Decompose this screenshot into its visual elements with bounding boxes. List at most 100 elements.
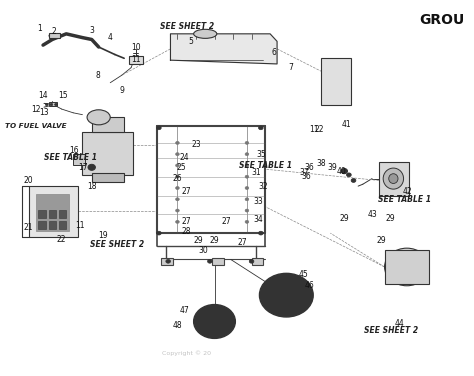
Circle shape <box>245 186 249 190</box>
Bar <box>91 173 124 182</box>
Circle shape <box>259 273 313 317</box>
Circle shape <box>346 173 351 177</box>
Circle shape <box>166 259 171 263</box>
Circle shape <box>88 164 95 170</box>
Text: 11: 11 <box>131 55 140 64</box>
Text: 34: 34 <box>254 215 264 224</box>
Text: 11: 11 <box>75 221 85 230</box>
Bar <box>82 132 133 175</box>
Circle shape <box>245 209 249 212</box>
Text: 19: 19 <box>99 230 108 240</box>
Ellipse shape <box>194 29 217 38</box>
Text: 22: 22 <box>57 235 66 244</box>
Text: SEE SHEET 2: SEE SHEET 2 <box>160 22 214 31</box>
Ellipse shape <box>392 254 422 280</box>
Text: 4: 4 <box>108 33 113 42</box>
Circle shape <box>208 259 212 263</box>
Circle shape <box>258 231 263 235</box>
Bar <box>49 221 56 229</box>
Text: 30: 30 <box>198 246 208 255</box>
Text: 42: 42 <box>402 187 412 196</box>
Bar <box>29 186 78 237</box>
Text: 16: 16 <box>69 146 78 155</box>
Text: SEE SHEET 2: SEE SHEET 2 <box>90 240 144 249</box>
Bar <box>36 194 69 231</box>
Circle shape <box>245 175 249 178</box>
Circle shape <box>175 141 179 144</box>
Text: SEE TABLE 1: SEE TABLE 1 <box>239 161 292 170</box>
Circle shape <box>245 164 249 167</box>
Text: 29: 29 <box>193 236 203 245</box>
Circle shape <box>175 220 179 223</box>
Text: SEE TABLE 1: SEE TABLE 1 <box>378 195 431 204</box>
Circle shape <box>210 318 219 325</box>
Circle shape <box>50 103 53 106</box>
Circle shape <box>249 259 254 263</box>
Text: 28: 28 <box>182 227 191 236</box>
Text: 29: 29 <box>339 214 349 223</box>
Text: 41: 41 <box>341 120 351 129</box>
Text: 21: 21 <box>24 223 33 232</box>
Text: 44: 44 <box>395 319 405 328</box>
Circle shape <box>175 164 179 167</box>
Text: 14: 14 <box>38 91 47 100</box>
Circle shape <box>156 126 161 130</box>
Circle shape <box>245 220 249 223</box>
Circle shape <box>258 126 263 130</box>
Circle shape <box>245 153 249 156</box>
Text: 15: 15 <box>58 91 68 100</box>
Text: 35: 35 <box>256 150 266 159</box>
Text: 5: 5 <box>188 37 193 46</box>
Text: 20: 20 <box>23 176 33 185</box>
Text: 39: 39 <box>328 163 337 172</box>
Text: 38: 38 <box>316 159 326 168</box>
Bar <box>38 210 46 218</box>
Circle shape <box>351 179 356 182</box>
Text: 26: 26 <box>173 174 182 183</box>
Bar <box>38 221 46 229</box>
Bar <box>379 162 409 196</box>
Text: 33: 33 <box>254 197 264 206</box>
Text: 32: 32 <box>258 182 268 191</box>
Circle shape <box>245 141 249 144</box>
Circle shape <box>279 290 293 301</box>
Text: TO FUEL VALVE: TO FUEL VALVE <box>5 123 67 129</box>
Bar <box>49 102 57 106</box>
Bar <box>49 210 56 218</box>
Text: Copyright © 20: Copyright © 20 <box>162 350 211 356</box>
Bar <box>73 154 85 165</box>
Text: 10: 10 <box>131 42 140 52</box>
Bar <box>384 250 428 284</box>
Text: 37: 37 <box>299 168 309 177</box>
Bar <box>59 210 66 218</box>
Circle shape <box>156 231 161 235</box>
Text: 12: 12 <box>31 105 41 114</box>
Text: 18: 18 <box>87 182 96 191</box>
Circle shape <box>175 186 179 190</box>
Text: 17: 17 <box>79 163 88 172</box>
Text: 22: 22 <box>314 125 324 134</box>
Text: 11: 11 <box>310 125 319 134</box>
Bar <box>49 33 60 38</box>
Ellipse shape <box>87 110 110 125</box>
Text: 25: 25 <box>176 163 186 172</box>
Text: 27: 27 <box>221 217 231 226</box>
Ellipse shape <box>384 248 429 286</box>
Text: 8: 8 <box>95 71 100 80</box>
Text: 29: 29 <box>376 236 386 245</box>
Text: 36: 36 <box>305 163 314 172</box>
Bar <box>59 221 66 229</box>
Bar <box>91 117 124 132</box>
Text: 27: 27 <box>182 187 191 196</box>
Circle shape <box>194 305 236 338</box>
Text: SEE SHEET 2: SEE SHEET 2 <box>364 326 418 335</box>
Text: 23: 23 <box>191 140 201 149</box>
Text: 40: 40 <box>337 167 347 176</box>
Bar <box>156 126 265 233</box>
Text: SEE TABLE 1: SEE TABLE 1 <box>45 153 97 162</box>
Circle shape <box>175 153 179 156</box>
Text: 29: 29 <box>386 214 395 223</box>
Bar <box>161 258 173 265</box>
Ellipse shape <box>401 262 412 272</box>
Bar <box>321 58 351 105</box>
